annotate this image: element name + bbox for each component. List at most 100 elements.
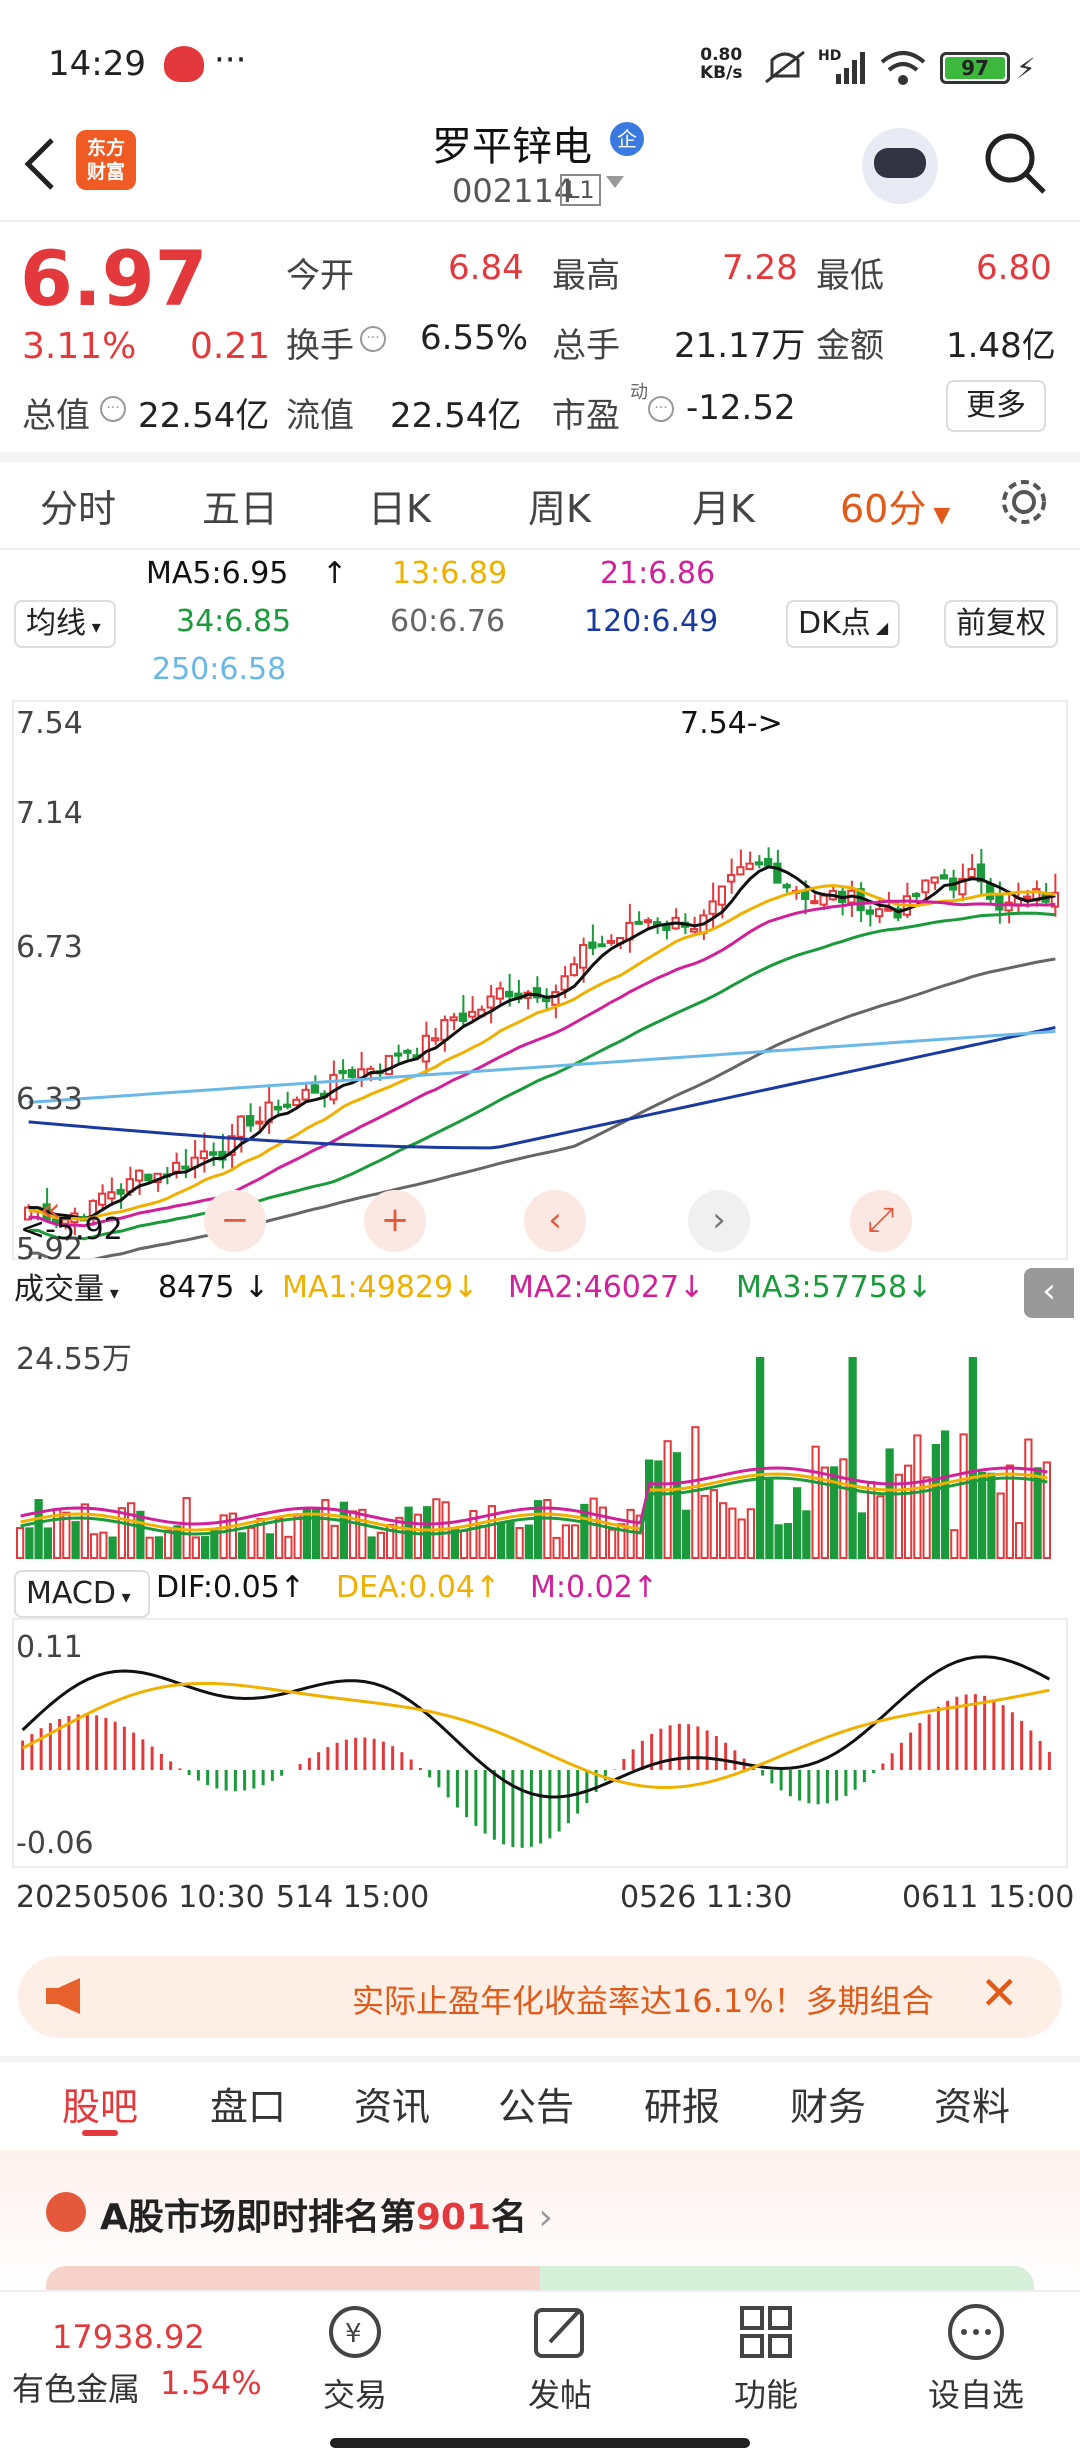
candle bbox=[884, 907, 893, 912]
volume-bar bbox=[460, 1529, 469, 1559]
fullscreen-icon[interactable]: ⤢ bbox=[850, 1190, 912, 1252]
tab-handicap[interactable]: 盘口 bbox=[210, 2085, 287, 2129]
volume-bar bbox=[691, 1426, 700, 1559]
level-badge[interactable]: L1 bbox=[560, 174, 601, 206]
candle bbox=[930, 876, 939, 884]
pe-dynamic-mark: 动 bbox=[630, 382, 648, 403]
ma21-line bbox=[28, 899, 1056, 1228]
tab-profile[interactable]: 资料 bbox=[934, 2085, 1011, 2129]
info-icon[interactable]: ··· bbox=[360, 326, 386, 352]
dea-line bbox=[21, 1681, 1050, 1789]
back-icon[interactable] bbox=[20, 134, 60, 194]
zoom-out-button[interactable]: − bbox=[204, 1190, 266, 1252]
divider bbox=[0, 220, 1080, 222]
info-icon[interactable]: ··· bbox=[648, 396, 674, 422]
adjust-price-button[interactable]: 前复权 bbox=[944, 600, 1058, 648]
candle bbox=[144, 1173, 153, 1182]
tab-day-k[interactable]: 日K bbox=[368, 487, 431, 531]
candle bbox=[810, 900, 819, 905]
volume-bar bbox=[117, 1507, 126, 1559]
ma5-value: MA5:6.95 bbox=[146, 556, 289, 591]
kline-chart[interactable] bbox=[12, 700, 1068, 1260]
candle bbox=[939, 874, 948, 880]
volume-bar bbox=[1005, 1464, 1014, 1560]
info-icon[interactable]: ··· bbox=[100, 396, 126, 422]
candle bbox=[782, 884, 791, 889]
edit-post-icon[interactable] bbox=[530, 2302, 590, 2362]
tab-60min[interactable]: 60分 ▼ bbox=[840, 487, 951, 531]
scroll-right-button[interactable]: › bbox=[688, 1190, 750, 1252]
collapse-panel-icon[interactable]: ‹ bbox=[1024, 1268, 1074, 1318]
notification-icon bbox=[164, 46, 204, 82]
nav-post-label[interactable]: 发帖 bbox=[527, 2376, 592, 2414]
nav-functions-label[interactable]: 功能 bbox=[733, 2376, 798, 2414]
tab-announcements[interactable]: 公告 bbox=[498, 2085, 575, 2129]
rank-text[interactable]: A股市场即时排名第901名 › bbox=[100, 2197, 553, 2238]
robot-assistant-icon[interactable] bbox=[862, 128, 938, 204]
zoom-in-button[interactable]: + bbox=[364, 1190, 426, 1252]
hd-label: HD bbox=[818, 48, 842, 64]
stock-code: 002114 bbox=[452, 172, 575, 210]
promo-banner[interactable] bbox=[18, 1956, 1062, 2038]
tab-research[interactable]: 研报 bbox=[644, 2085, 721, 2129]
volume-bar bbox=[848, 1357, 857, 1559]
candle bbox=[736, 866, 745, 876]
volume-bar bbox=[506, 1521, 515, 1559]
candle bbox=[1004, 901, 1013, 912]
max-price-marker: 7.54-> bbox=[680, 706, 783, 741]
chevron-down-icon[interactable] bbox=[606, 176, 624, 188]
tab-guba[interactable]: 股吧 bbox=[62, 2085, 139, 2129]
mcap-value: 22.54亿 bbox=[138, 396, 270, 436]
search-icon[interactable] bbox=[980, 128, 1050, 198]
nav-trade-label[interactable]: 交易 bbox=[322, 2376, 387, 2414]
add-watchlist-icon[interactable] bbox=[944, 2300, 1008, 2364]
volume-bar bbox=[80, 1503, 89, 1560]
ma5-line bbox=[28, 865, 1056, 1221]
settings-gear-icon[interactable] bbox=[996, 474, 1052, 530]
volume-bar bbox=[996, 1492, 1005, 1559]
wifi-icon bbox=[880, 51, 926, 85]
candle bbox=[1023, 895, 1032, 900]
tab-news[interactable]: 资讯 bbox=[354, 2085, 431, 2129]
volume-bar bbox=[580, 1503, 589, 1559]
functions-grid-icon[interactable] bbox=[736, 2302, 796, 2362]
volume-bar bbox=[1015, 1522, 1024, 1559]
tab-intraday[interactable]: 分时 bbox=[40, 487, 117, 531]
sector-index-value[interactable]: 17938.92 bbox=[52, 2318, 205, 2356]
volume-bar bbox=[885, 1448, 894, 1559]
close-icon[interactable]: ✕ bbox=[980, 1966, 1019, 2020]
volume-bar bbox=[293, 1514, 302, 1559]
ma34-line bbox=[28, 911, 1056, 1241]
tab-week-k[interactable]: 周K bbox=[528, 487, 591, 531]
tab-5day[interactable]: 五日 bbox=[202, 487, 279, 531]
volume-bar bbox=[830, 1466, 839, 1559]
rewind-icon[interactable]: « bbox=[40, 1190, 61, 1230]
more-button[interactable]: 更多 bbox=[946, 380, 1046, 432]
volume-ma2-line bbox=[20, 1466, 1048, 1526]
volume-bar bbox=[330, 1524, 339, 1559]
open-label: 今开 bbox=[286, 256, 354, 296]
volume-selector[interactable]: 成交量 ▾ bbox=[14, 1268, 150, 1316]
ma250-value: 250:6.58 bbox=[152, 652, 287, 687]
macd-y-max: 0.11 bbox=[16, 1630, 83, 1665]
volume-bar bbox=[71, 1521, 80, 1559]
ma-selector[interactable]: 均线 ▾ bbox=[14, 600, 116, 648]
sector-name[interactable]: 有色金属 bbox=[12, 2370, 141, 2408]
trade-icon[interactable]: ¥ bbox=[320, 2302, 390, 2362]
candle bbox=[98, 1192, 107, 1206]
dk-point-button[interactable]: DK点 ◢ bbox=[786, 600, 901, 648]
candle bbox=[107, 1191, 116, 1200]
net-speed: 0.80 KB/s bbox=[700, 45, 743, 83]
candle bbox=[329, 1073, 338, 1101]
candle bbox=[912, 893, 921, 898]
tab-month-k[interactable]: 月K bbox=[692, 487, 755, 531]
tab-finance[interactable]: 财务 bbox=[790, 2085, 867, 2129]
scroll-left-button[interactable]: ‹ bbox=[524, 1190, 586, 1252]
battery-icon: 97 bbox=[940, 52, 1010, 84]
volume-bar bbox=[672, 1452, 681, 1559]
candle bbox=[976, 863, 985, 883]
nav-watchlist-label[interactable]: 设自选 bbox=[927, 2376, 1024, 2414]
macd-selector[interactable]: MACD ▾ bbox=[14, 1570, 150, 1618]
volume-bar bbox=[876, 1495, 885, 1559]
volume-bar bbox=[719, 1502, 728, 1559]
